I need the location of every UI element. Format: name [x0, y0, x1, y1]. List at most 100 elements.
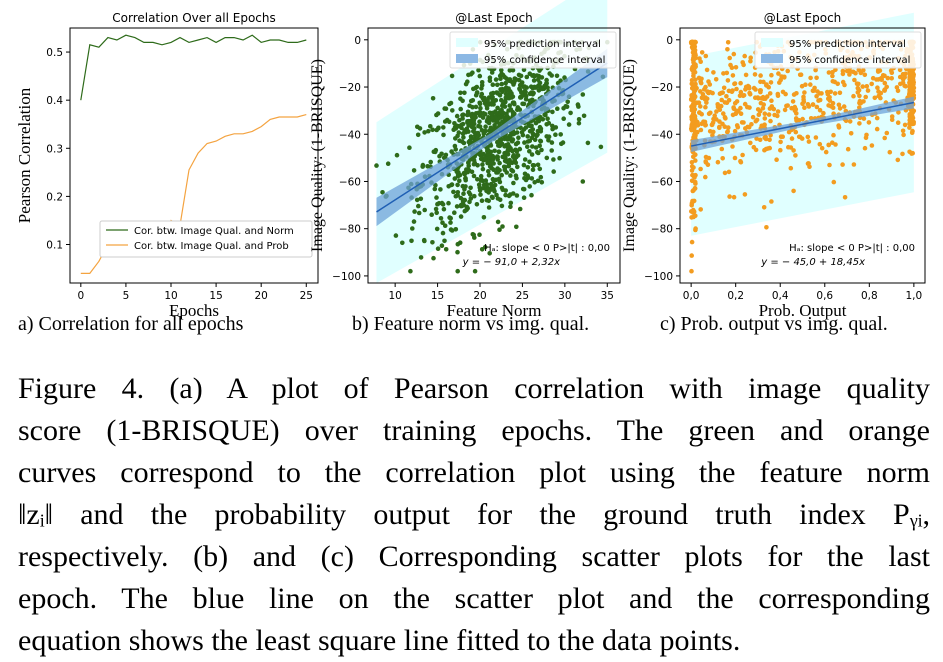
data-point [476, 67, 481, 73]
data-point [544, 81, 549, 86]
data-point [483, 178, 489, 183]
data-point [691, 57, 697, 62]
data-point [425, 164, 430, 169]
data-point [412, 209, 417, 214]
stats-annotation: Hₐ: slope < 0 P>|t| : 0,00 [789, 243, 915, 254]
data-point [907, 118, 912, 123]
data-point [515, 153, 521, 158]
data-point [529, 192, 534, 198]
data-point [471, 86, 476, 92]
data-point [757, 137, 763, 143]
data-point [494, 192, 499, 198]
data-point [780, 89, 786, 95]
data-point [486, 186, 491, 191]
data-point [524, 74, 530, 80]
data-point [530, 144, 535, 149]
data-point [416, 210, 422, 216]
data-point [898, 81, 903, 87]
data-point [499, 88, 504, 93]
data-point [827, 95, 832, 100]
data-point [499, 81, 505, 87]
data-point [483, 124, 488, 129]
data-point [495, 196, 501, 201]
data-point [487, 160, 493, 165]
data-point [841, 104, 847, 109]
data-point [862, 145, 868, 151]
data-point [536, 118, 542, 124]
data-point [884, 130, 890, 136]
y-tick-label: 0.1 [46, 240, 63, 252]
data-point [794, 118, 799, 123]
data-point [549, 140, 555, 145]
data-point [689, 107, 695, 113]
x-axis-label: Feature Norm [447, 301, 542, 320]
data-point [508, 173, 513, 178]
data-point [451, 127, 457, 132]
data-point [769, 98, 774, 103]
data-point [732, 81, 738, 86]
data-point [580, 92, 586, 97]
data-point [689, 209, 694, 214]
y-tick-label: −40 [339, 129, 361, 141]
data-point [420, 162, 426, 168]
y-tick-label: −80 [651, 224, 673, 236]
data-point [416, 203, 421, 209]
data-point [769, 199, 774, 204]
legend-label: 95% prediction interval [789, 39, 906, 50]
data-point [726, 97, 732, 103]
data-point [764, 225, 769, 230]
data-point [692, 53, 698, 58]
data-point [704, 67, 710, 73]
data-point [531, 163, 537, 168]
data-point [408, 268, 413, 274]
data-point [415, 124, 420, 130]
data-point [550, 123, 555, 129]
data-point [535, 132, 540, 137]
data-point [508, 200, 514, 206]
data-point [537, 166, 543, 172]
data-point [494, 90, 499, 95]
data-point [775, 93, 781, 98]
data-point [502, 167, 508, 173]
data-point [755, 107, 761, 112]
data-point [453, 136, 458, 141]
y-tick-label: −20 [339, 82, 361, 94]
data-point [522, 171, 528, 177]
data-point [468, 196, 474, 201]
data-point [447, 101, 452, 107]
data-point [840, 162, 845, 167]
data-point [805, 134, 811, 140]
data-point [768, 118, 773, 124]
data-point [471, 173, 477, 179]
data-point [440, 230, 446, 236]
data-point [422, 207, 428, 213]
data-point [690, 198, 695, 204]
y-tick-label: 0 [354, 35, 361, 47]
caption-line: epoch. The blue line on the scatter plot… [18, 582, 930, 615]
data-point [400, 240, 405, 246]
data-point [546, 134, 552, 139]
data-point [513, 147, 518, 153]
data-point [462, 186, 467, 192]
data-point [692, 179, 698, 185]
legend-swatch-confidence [761, 54, 783, 63]
data-point [830, 105, 836, 110]
data-point [518, 73, 524, 79]
data-point [452, 210, 457, 215]
data-point [585, 140, 591, 146]
data-point [561, 106, 566, 111]
data-point [832, 91, 838, 96]
data-point [731, 194, 737, 200]
data-point [493, 98, 499, 103]
data-point [782, 107, 788, 113]
data-point [791, 188, 796, 194]
data-point [857, 98, 863, 104]
data-point [897, 67, 903, 73]
subcaption-c: c) Prob. output vs img. qual. [660, 313, 888, 335]
data-point [487, 251, 493, 256]
caption-line: ‖zᵢ‖ and the probability output for the … [18, 498, 930, 531]
data-point [461, 140, 467, 146]
data-point [529, 98, 535, 103]
data-point [502, 158, 508, 164]
data-point [489, 115, 495, 121]
